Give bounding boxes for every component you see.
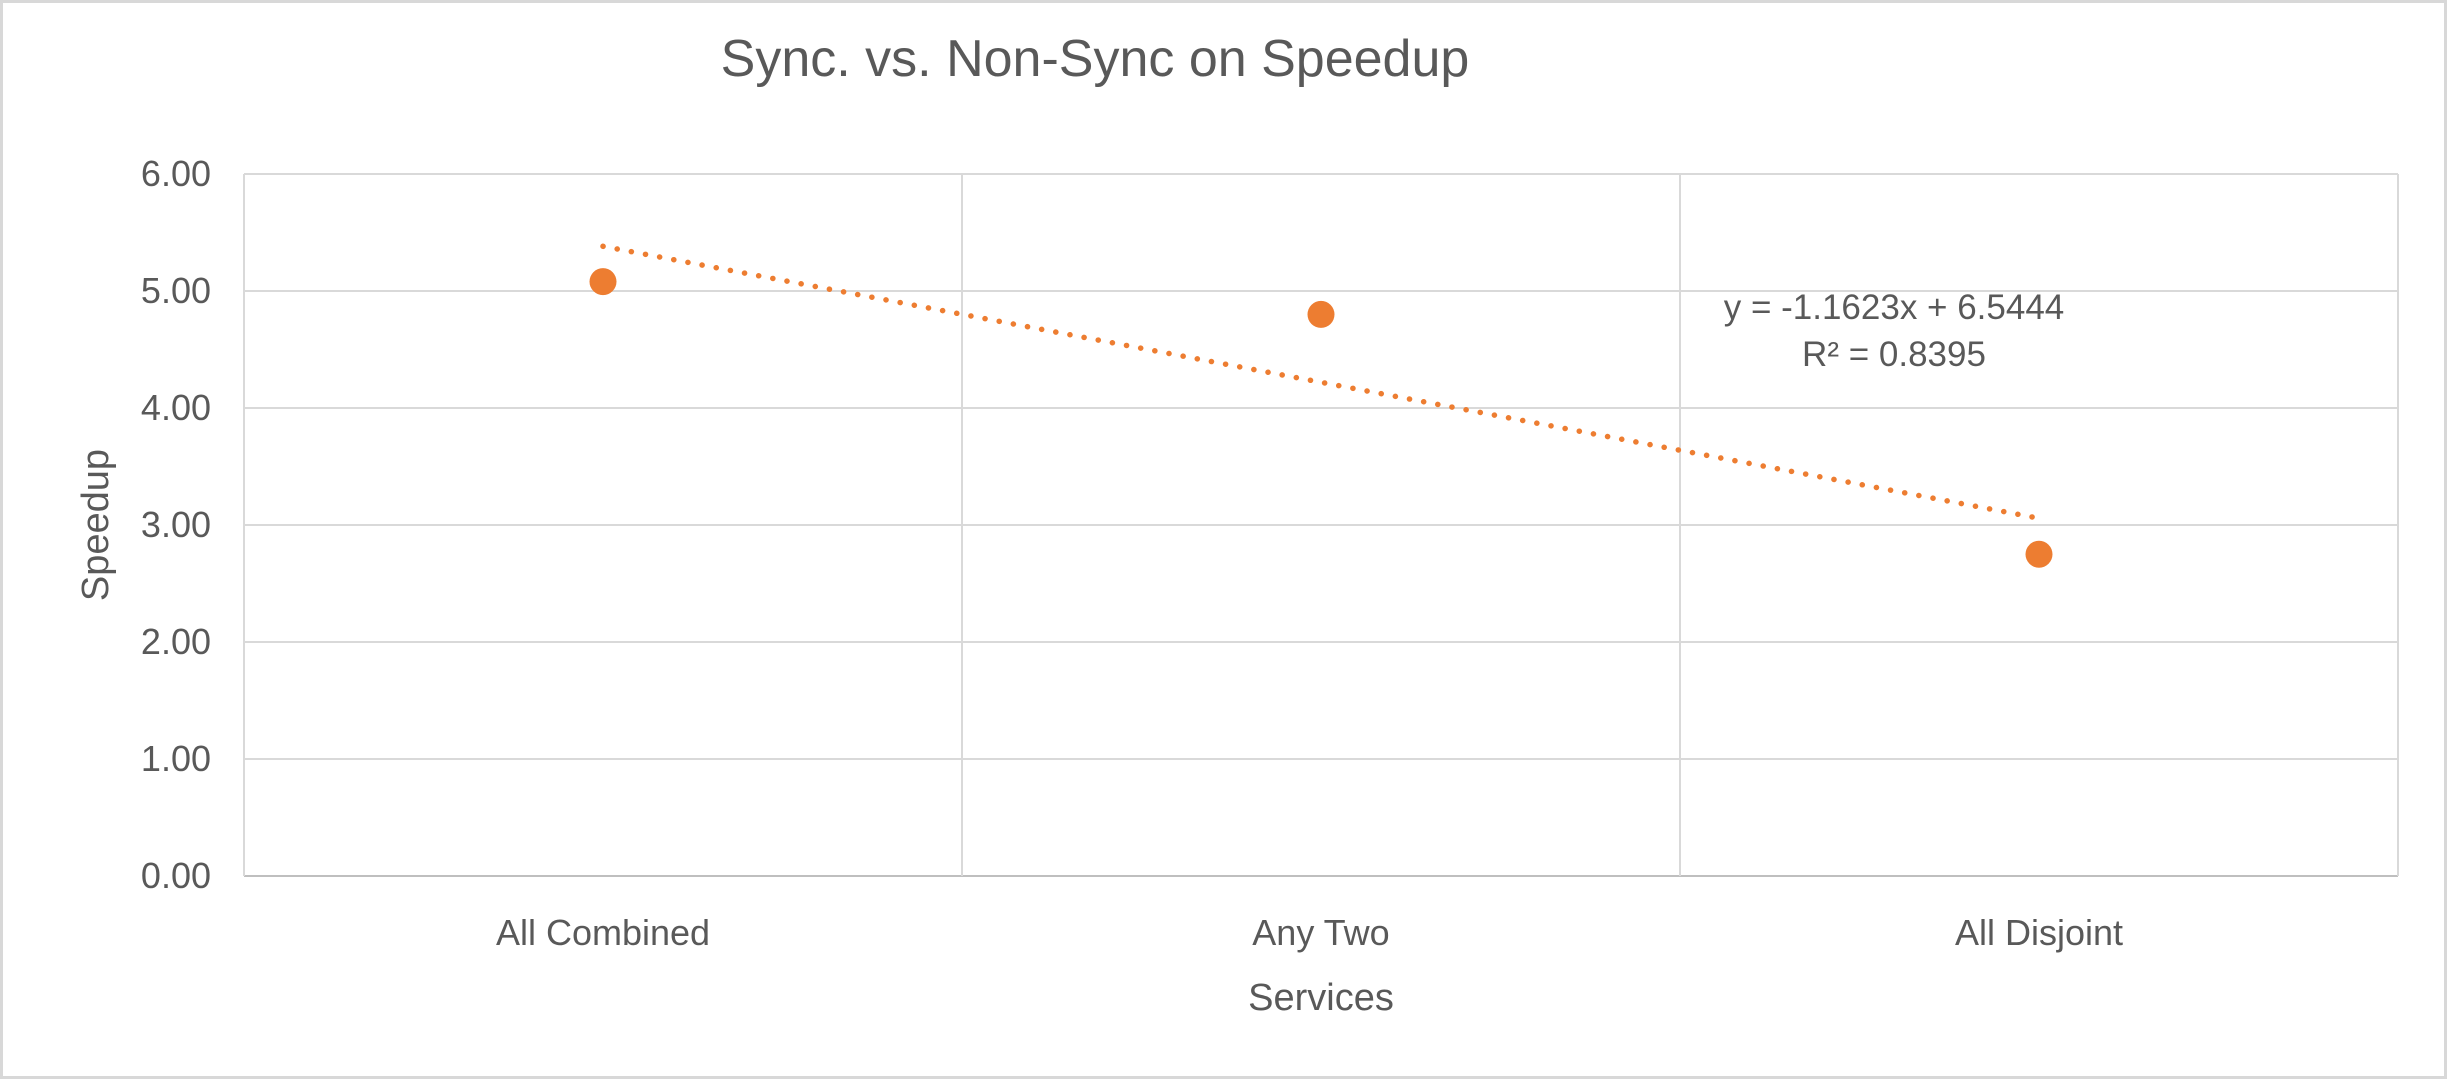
data-point[interactable] bbox=[589, 268, 617, 296]
x-category-label: All Disjoint bbox=[1954, 912, 2124, 953]
data-point[interactable] bbox=[2025, 540, 2053, 568]
x-axis-title: Services bbox=[1248, 977, 1394, 1019]
y-tick-label: 3.00 bbox=[140, 504, 211, 545]
trendline-r-squared: R² = 0.8395 bbox=[1802, 335, 1986, 374]
y-tick-label: 6.00 bbox=[140, 153, 211, 194]
trendline-equation: y = -1.1623x + 6.5444 bbox=[1723, 288, 2065, 327]
data-point[interactable] bbox=[1307, 300, 1335, 328]
y-tick-label: 2.00 bbox=[140, 621, 211, 662]
y-tick-label: 0.00 bbox=[140, 855, 211, 896]
y-tick-label: 1.00 bbox=[140, 738, 211, 779]
chart-title: Sync. vs. Non-Sync on Speedup bbox=[720, 30, 1470, 88]
trendline-annotation: y = -1.1623x + 6.5444 R² = 0.8395 bbox=[1724, 284, 2065, 378]
trendline[interactable] bbox=[600, 243, 2042, 522]
y-tick-label: 4.00 bbox=[140, 387, 211, 428]
x-category-label: All Combined bbox=[495, 912, 711, 953]
x-category-label: Any Two bbox=[1252, 912, 1390, 953]
y-tick-label: 5.00 bbox=[140, 270, 211, 311]
plot-area bbox=[243, 173, 2399, 877]
